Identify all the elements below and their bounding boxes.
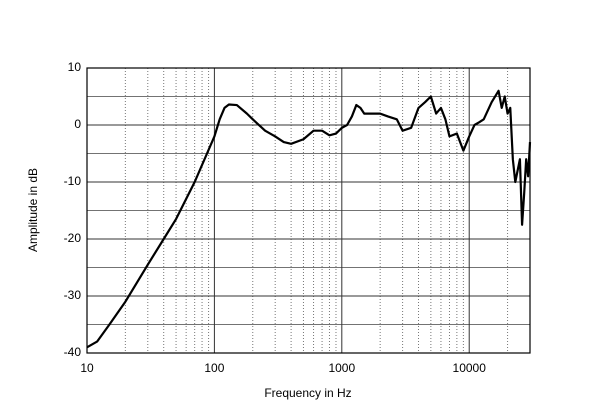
x-tick-label: 10 bbox=[80, 361, 94, 375]
y-tick-label: -10 bbox=[64, 174, 82, 188]
x-tick-label: 10000 bbox=[453, 361, 487, 375]
y-tick-label: 10 bbox=[68, 60, 82, 74]
y-tick-label: -20 bbox=[64, 231, 82, 245]
response-line bbox=[86, 89, 532, 349]
x-tick-label: 100 bbox=[204, 361, 224, 375]
y-axis-label: Amplitude in dB bbox=[26, 168, 40, 252]
y-tick-label: 0 bbox=[74, 117, 81, 131]
plot-frame bbox=[86, 67, 531, 354]
x-tick-label: 1000 bbox=[328, 361, 355, 375]
y-tick-label: -40 bbox=[64, 345, 82, 359]
y-tick-label: -30 bbox=[64, 288, 82, 302]
x-axis-label: Frequency in Hz bbox=[264, 386, 351, 400]
